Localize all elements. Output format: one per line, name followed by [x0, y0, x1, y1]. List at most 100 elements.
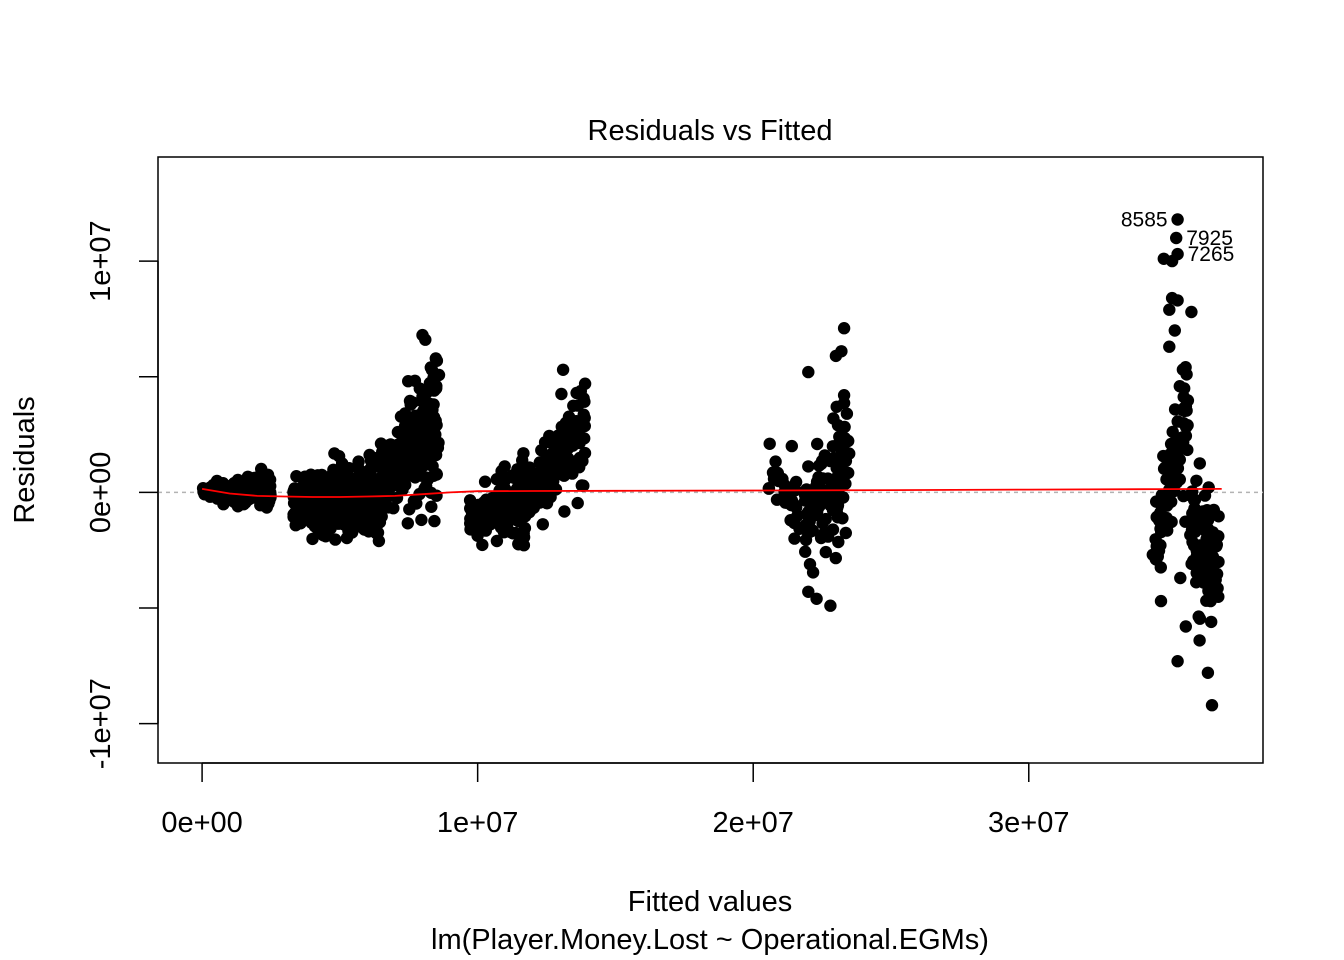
data-point — [799, 533, 813, 547]
data-point — [1175, 403, 1189, 416]
outlier-label: 8585 — [1121, 209, 1168, 232]
data-point — [386, 440, 400, 453]
data-point — [769, 455, 782, 468]
data-point — [832, 535, 845, 549]
data-point — [419, 333, 432, 346]
data-point — [837, 322, 851, 335]
data-point — [829, 551, 842, 565]
data-point — [558, 505, 571, 518]
data-point — [411, 428, 424, 441]
data-point — [1193, 634, 1206, 647]
data-point — [811, 437, 824, 451]
data-point — [788, 532, 801, 545]
data-point — [1170, 231, 1183, 245]
data-point — [571, 496, 584, 510]
data-point — [1154, 594, 1168, 608]
data-point — [359, 470, 372, 484]
data-point — [787, 514, 800, 527]
data-point — [495, 519, 508, 532]
data-point — [338, 478, 352, 491]
x-tick-label: 0e+00 — [161, 807, 242, 839]
data-point — [1193, 457, 1207, 470]
data-point — [1166, 425, 1179, 439]
data-point — [490, 534, 504, 548]
data-point — [827, 451, 840, 465]
data-point — [484, 518, 497, 531]
data-point — [570, 415, 583, 428]
data-point — [407, 494, 421, 508]
data-point — [394, 410, 408, 423]
data-point — [1163, 340, 1176, 353]
data-point — [350, 477, 363, 491]
data-point — [427, 398, 440, 411]
data-point — [318, 473, 331, 487]
data-point — [535, 469, 548, 483]
outlier-label: 7925 — [1186, 227, 1233, 250]
data-point — [317, 529, 330, 542]
data-point — [317, 520, 330, 533]
data-point — [413, 382, 426, 395]
x-axis-label: Fitted values — [628, 886, 792, 918]
data-point — [1205, 615, 1218, 629]
data-point — [827, 412, 840, 425]
data-point — [390, 478, 403, 492]
data-point — [555, 387, 568, 401]
data-point — [798, 523, 811, 536]
data-point — [1171, 247, 1184, 261]
data-point — [329, 533, 342, 546]
data-point — [802, 365, 815, 379]
y-axis-label: Residuals — [9, 396, 41, 523]
x-tick-label: 1e+07 — [437, 807, 518, 839]
data-point — [263, 473, 277, 486]
data-point — [1154, 539, 1167, 552]
data-point — [578, 377, 592, 390]
data-point — [568, 432, 581, 445]
data-point — [803, 558, 817, 571]
data-point — [294, 517, 307, 530]
data-point — [837, 446, 850, 460]
data-point — [840, 407, 854, 420]
data-point — [824, 599, 837, 612]
data-point — [1171, 213, 1184, 226]
data-point — [1146, 548, 1160, 561]
lowess-smooth-line — [201, 488, 1222, 498]
data-point — [1185, 557, 1198, 571]
data-point — [1163, 303, 1176, 316]
residual-points — [196, 213, 1225, 712]
data-point — [802, 512, 815, 525]
data-point — [1168, 324, 1182, 337]
data-point — [762, 482, 776, 495]
data-point — [335, 457, 349, 470]
data-point — [1165, 479, 1178, 493]
data-point — [263, 492, 277, 505]
data-point — [402, 375, 415, 388]
data-point — [425, 500, 438, 513]
y-axis: -1e+07 0e+00 1e+07 — [85, 220, 159, 769]
data-point — [315, 489, 328, 502]
data-point — [512, 538, 525, 551]
data-point — [801, 494, 814, 507]
data-point — [424, 361, 437, 374]
data-point — [826, 500, 839, 514]
x-tick-label: 2e+07 — [712, 807, 793, 839]
data-point — [811, 490, 824, 503]
data-point — [547, 455, 560, 468]
data-point — [835, 345, 848, 358]
data-point — [302, 481, 316, 495]
data-point — [1179, 620, 1193, 633]
smooth-line — [201, 488, 1222, 498]
data-point — [333, 500, 346, 513]
data-point — [375, 451, 389, 464]
data-point — [363, 488, 376, 501]
data-point — [401, 517, 414, 530]
data-point — [496, 502, 509, 515]
plot-frame — [157, 156, 1264, 764]
data-point — [536, 518, 549, 531]
data-point — [1203, 565, 1216, 578]
data-point — [567, 399, 580, 412]
data-point — [1173, 380, 1187, 393]
data-point — [290, 500, 303, 513]
data-point — [1191, 567, 1204, 580]
